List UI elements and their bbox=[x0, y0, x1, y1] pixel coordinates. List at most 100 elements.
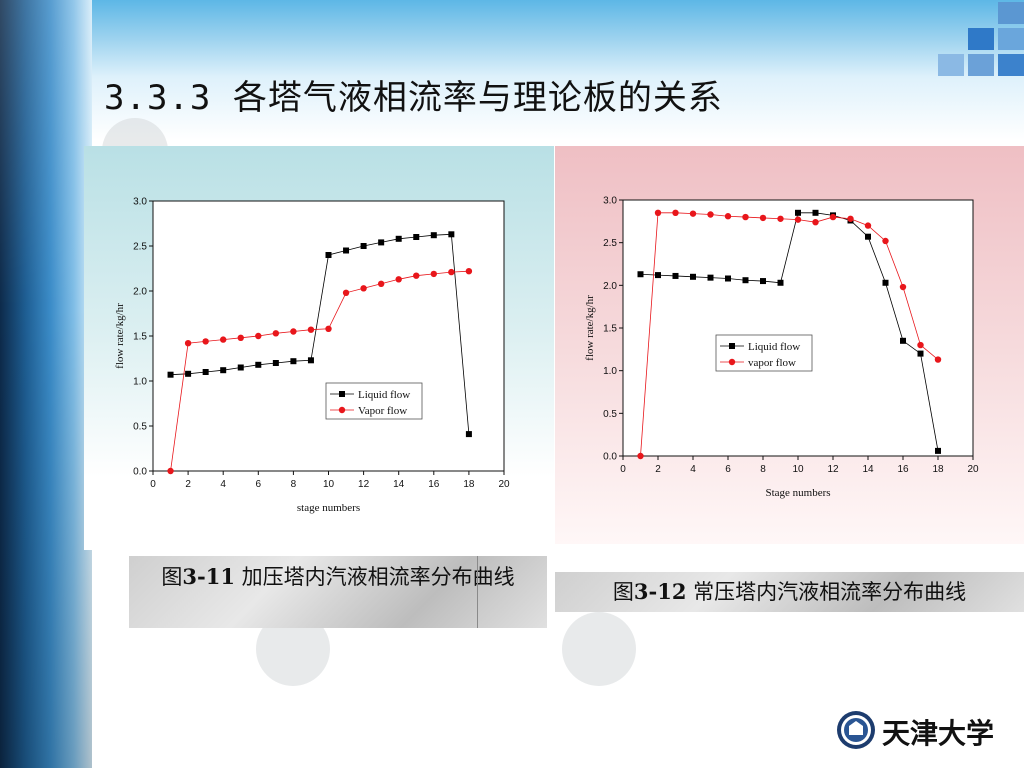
plot-frame bbox=[152, 200, 505, 472]
x-tick-label: 18 bbox=[463, 479, 475, 490]
top-gradient-band bbox=[92, 0, 1024, 140]
data-point bbox=[413, 272, 420, 279]
data-point bbox=[725, 275, 731, 282]
x-tick-label: 6 bbox=[725, 464, 731, 475]
caption-2-prefix: 图 bbox=[612, 580, 634, 604]
x-tick-label: 0 bbox=[620, 464, 626, 475]
data-point bbox=[185, 370, 192, 377]
background-circle bbox=[562, 612, 636, 686]
data-point bbox=[167, 371, 174, 378]
data-point bbox=[360, 243, 367, 249]
data-point bbox=[448, 268, 455, 276]
y-tick-label: 1.5 bbox=[133, 332, 147, 343]
y-axis-label: flow rate/kg/hr bbox=[584, 295, 596, 361]
legend-label: Liquid flow bbox=[358, 389, 410, 401]
stripe-shading bbox=[0, 0, 92, 768]
data-point bbox=[724, 213, 732, 220]
x-tick-label: 8 bbox=[760, 464, 766, 475]
x-tick-label: 2 bbox=[655, 464, 661, 475]
legend-label: Liquid flow bbox=[748, 341, 800, 353]
data-point bbox=[777, 215, 784, 222]
x-tick-label: 6 bbox=[256, 479, 262, 490]
data-point bbox=[777, 279, 784, 286]
decorative-square bbox=[968, 28, 994, 50]
y-tick-label: 3.0 bbox=[133, 197, 147, 208]
figure-caption-2: 图3-12 常压塔内汽液相流率分布曲线 bbox=[555, 572, 1024, 612]
y-tick-label: 1.0 bbox=[603, 366, 617, 377]
caption-1-prefix: 图 bbox=[161, 565, 183, 589]
data-point bbox=[290, 328, 297, 335]
data-point bbox=[237, 334, 244, 341]
x-axis-label: Stage numbers bbox=[765, 487, 830, 499]
figure-caption-1: 图3-11 加压塔内汽液相流率分布曲线 bbox=[129, 556, 547, 628]
data-point bbox=[343, 247, 350, 254]
legend-marker bbox=[728, 358, 736, 366]
data-point bbox=[184, 340, 192, 347]
data-point bbox=[690, 273, 696, 280]
caption-2-text: 常压塔内汽液相流率分布曲线 bbox=[686, 580, 967, 604]
decorative-square bbox=[998, 54, 1024, 76]
data-point bbox=[742, 277, 749, 284]
data-point bbox=[812, 209, 819, 216]
data-point bbox=[377, 280, 385, 287]
y-tick-label: 2.5 bbox=[133, 242, 147, 253]
data-point bbox=[255, 332, 262, 340]
data-point bbox=[900, 337, 906, 344]
x-axis-label: stage numbers bbox=[297, 502, 360, 514]
chart-panel-pressurized: 0 2 4 6 8 10 12 14 16 18 20 0.0 0.5 1.0 1.5 2.0 2.5 3.0 st… bbox=[84, 146, 554, 550]
data-point bbox=[882, 279, 889, 286]
legend-marker bbox=[338, 406, 346, 414]
data-point bbox=[290, 358, 297, 365]
data-point bbox=[465, 431, 472, 438]
data-point bbox=[795, 209, 801, 216]
data-point bbox=[689, 210, 697, 217]
data-point bbox=[465, 268, 473, 275]
data-point bbox=[934, 356, 942, 363]
x-tick-label: 16 bbox=[897, 464, 909, 475]
data-point bbox=[167, 467, 174, 475]
university-seal-icon bbox=[837, 711, 875, 749]
x-tick-label: 4 bbox=[220, 479, 226, 490]
chart-atmospheric-column: 0 2 4 6 8 10 12 14 16 18 20 0.0 0.5 1.0 1.5 2.0 2.5 3.0 St… bbox=[584, 196, 979, 500]
data-point bbox=[882, 237, 889, 245]
data-point bbox=[395, 276, 402, 283]
data-point bbox=[395, 235, 402, 242]
y-tick-label: 0.5 bbox=[603, 409, 617, 420]
legend-label: vapor flow bbox=[748, 357, 796, 369]
data-point bbox=[672, 272, 679, 279]
data-point bbox=[655, 272, 661, 279]
data-point bbox=[413, 234, 420, 240]
chart-panel-atmospheric: 0 2 4 6 8 10 12 14 16 18 20 0.0 0.5 1.0 1.5 2.0 2.5 3.0 St… bbox=[555, 146, 1024, 544]
data-point bbox=[255, 361, 262, 368]
data-point bbox=[342, 289, 350, 296]
x-tick-label: 16 bbox=[428, 479, 440, 490]
data-point bbox=[917, 350, 924, 357]
x-tick-label: 20 bbox=[967, 464, 979, 475]
data-point bbox=[742, 213, 749, 221]
data-point bbox=[307, 326, 315, 333]
y-tick-label: 2.0 bbox=[603, 281, 617, 292]
data-point bbox=[654, 209, 662, 216]
data-point bbox=[917, 341, 924, 349]
y-tick-label: 2.0 bbox=[133, 287, 147, 298]
x-tick-label: 8 bbox=[291, 479, 297, 490]
data-point bbox=[360, 285, 367, 292]
data-point bbox=[307, 357, 314, 364]
x-tick-label: 14 bbox=[862, 464, 874, 475]
caption-1-text: 加压塔内汽液相流率分布曲线 bbox=[234, 565, 515, 589]
x-tick-label: 12 bbox=[827, 464, 839, 475]
data-point bbox=[812, 218, 819, 226]
x-tick-label: 20 bbox=[498, 479, 510, 490]
legend-marker bbox=[339, 391, 345, 397]
data-point bbox=[865, 233, 871, 240]
chart-pressurized-column: 0 2 4 6 8 10 12 14 16 18 20 0.0 0.5 1.0 1.5 2.0 2.5 3.0 st… bbox=[114, 197, 510, 515]
data-point bbox=[707, 211, 714, 218]
decorative-square bbox=[938, 54, 964, 76]
y-tick-label: 1.5 bbox=[603, 324, 617, 335]
data-point bbox=[430, 232, 437, 239]
data-point bbox=[325, 252, 332, 258]
data-point bbox=[935, 447, 941, 454]
x-tick-label: 10 bbox=[792, 464, 804, 475]
caption-2-number: 3-12 bbox=[633, 579, 687, 604]
x-tick-label: 4 bbox=[690, 464, 696, 475]
